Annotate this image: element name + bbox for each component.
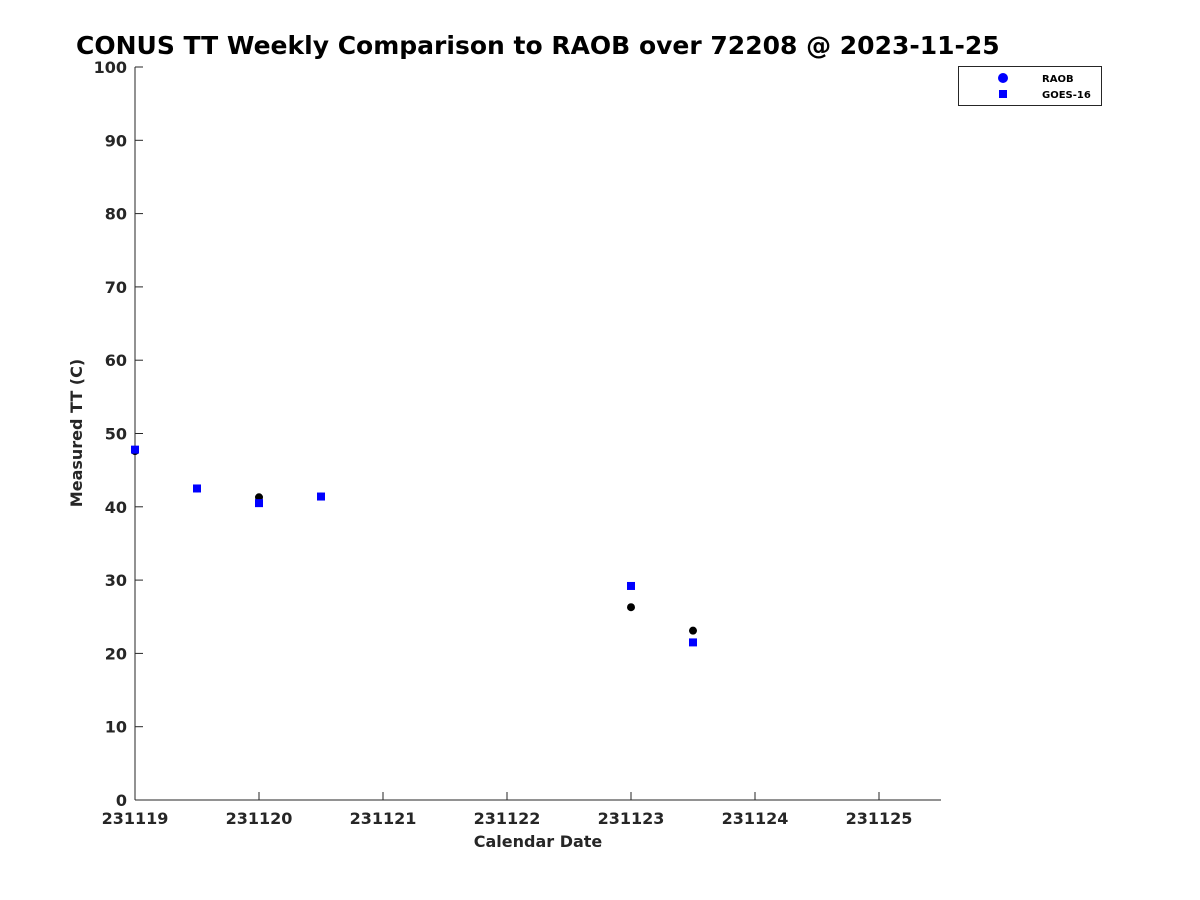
x-axis-label: Calendar Date [474,832,603,851]
x-tick-label: 231124 [722,809,789,828]
legend: RAOB GOES-16 [958,66,1102,106]
x-tick-label: 231119 [102,809,169,828]
plot-marks [131,445,697,647]
y-tick-label: 70 [105,278,127,297]
chart-title: CONUS TT Weekly Comparison to RAOB over … [76,31,1000,60]
y-tick-label: 90 [105,131,127,150]
goes16-point [193,484,201,493]
goes16-point [255,499,263,508]
legend-raob-marker [998,73,1008,83]
y-tick-label: 80 [105,205,127,224]
legend-label: RAOB [1042,74,1074,85]
x-tick-label: 231122 [474,809,541,828]
x-tick-label: 231125 [846,809,913,828]
x-tick-label: 231123 [598,809,665,828]
goes16-point [627,581,635,590]
y-tick-label: 60 [105,351,127,370]
goes16-point [689,638,697,647]
y-tick-label: 100 [94,58,127,77]
legend-label: GOES-16 [1042,90,1091,101]
x-tick-label: 231120 [226,809,293,828]
y-tick-label: 10 [105,718,127,737]
raob-point [689,626,697,635]
legend-box [958,66,1102,106]
x-tick-label: 231121 [350,809,417,828]
goes16-point [131,445,139,454]
raob-point [627,603,635,612]
legend-goes16-marker [999,90,1007,98]
y-axis-label: Measured TT (C) [67,359,86,507]
y-tick-label: 20 [105,644,127,663]
y-tick-label: 50 [105,425,127,444]
goes16-point [317,492,325,501]
y-tick-label: 30 [105,571,127,590]
axes: 0 10 20 30 40 50 60 70 80 90 100 231119 231120 231121… [94,58,941,828]
y-tick-label: 0 [116,791,127,810]
y-tick-label: 40 [105,498,127,517]
